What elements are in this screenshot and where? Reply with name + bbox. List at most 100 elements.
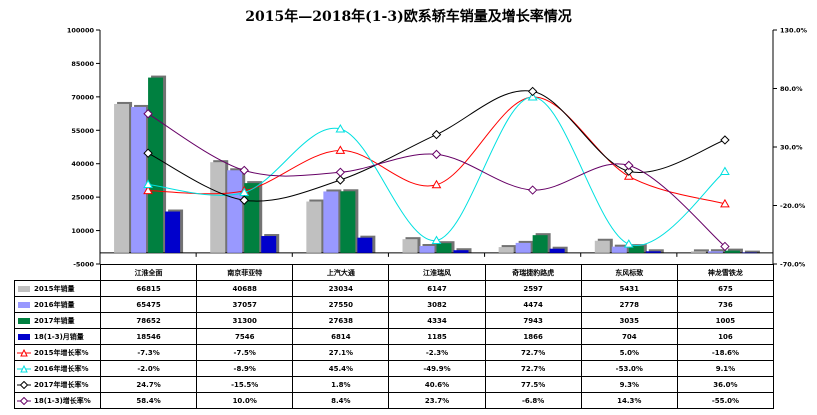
legend-key <box>17 348 31 356</box>
table-cell: 1866 <box>484 328 582 345</box>
table-cell: 72.7% <box>484 344 582 361</box>
bar <box>261 236 277 253</box>
line-marker <box>239 195 249 205</box>
table-cell: 66815 <box>99 280 198 297</box>
bar <box>227 170 243 253</box>
chart-title: 2015年—2018年(1-3)欧系轿车销量及增长率情况 <box>245 9 572 25</box>
right-tick-label: 80.0% <box>780 85 803 93</box>
table-cell: 27550 <box>292 296 390 313</box>
table-cell: 6147 <box>388 280 486 297</box>
series-name: 2015年增长率% <box>34 348 89 357</box>
category-label: 江淮全面 <box>99 264 198 281</box>
bar <box>741 252 757 254</box>
table-row: 18(1-3)月销量 18546 7546 6814 1185 1866 704 106 <box>14 328 774 345</box>
legend-key <box>18 301 30 308</box>
table-cell: -53.0% <box>580 360 678 377</box>
line-marker <box>143 185 153 195</box>
line-marker <box>431 149 442 160</box>
table-cell: 77.5% <box>484 376 582 393</box>
table-cell: 2597 <box>484 280 582 297</box>
bar <box>419 245 435 253</box>
line-marker <box>239 187 250 197</box>
table-row: 2017年销量 78652 31300 27638 4334 7943 3035 1005 <box>14 312 774 329</box>
table-cell: 72.7% <box>484 360 582 377</box>
right-tick-label: -20.0% <box>780 202 806 210</box>
table-cell: 3082 <box>388 296 486 313</box>
table-cell: -2.3% <box>388 344 486 361</box>
left-tick-label: 25000 <box>71 194 94 202</box>
bar <box>611 246 627 253</box>
line-marker <box>527 86 538 97</box>
bar-shadow <box>744 250 760 254</box>
bar <box>515 242 531 253</box>
left-tick-label: 70000 <box>71 93 94 101</box>
series-name: 18(1-3)月销量 <box>34 332 84 341</box>
table-cell: 4474 <box>484 296 582 313</box>
category-label: 神龙雪铁龙 <box>676 264 774 281</box>
table-cell: -18.6% <box>676 344 774 361</box>
series-legend: 2016年增长率% <box>14 360 101 377</box>
table-cell: -7.3% <box>99 344 198 361</box>
table-cell: 14.3% <box>580 392 678 409</box>
bar <box>724 250 740 253</box>
line-marker <box>431 179 442 189</box>
bar <box>498 247 514 253</box>
bar <box>131 106 147 253</box>
series-name: 2016年增长率% <box>34 364 89 373</box>
line-marker <box>143 148 153 158</box>
table-row: 2016年增长率% -2.0% -8.9% 45.4% -49.9% 72.7% -53.0… <box>14 360 774 377</box>
series-legend: 2016年销量 <box>14 296 101 313</box>
series-legend: 2017年增长率% <box>14 376 101 393</box>
table-cell: -15.5% <box>196 376 294 393</box>
table-cell: 27638 <box>292 312 390 329</box>
table-row: 2016年销量 65475 37057 27550 3082 4474 2778 736 <box>14 296 774 313</box>
line-marker <box>527 92 538 101</box>
table-cell: 65475 <box>99 296 198 313</box>
legend-key <box>18 333 30 340</box>
table-cell: 45.4% <box>292 360 390 377</box>
table-cell: 8.4% <box>292 392 390 409</box>
table-cell: 6814 <box>292 328 390 345</box>
line-marker <box>623 239 634 248</box>
table-cell: -55.0% <box>676 392 774 409</box>
series-legend: 18(1-3)月销量 <box>14 328 101 345</box>
table-cell: 23034 <box>292 280 390 297</box>
table-cell: 5.0% <box>580 344 678 361</box>
table-cell: 3035 <box>580 312 678 329</box>
table-cell: 37057 <box>196 296 294 313</box>
line-marker <box>720 198 730 208</box>
series-name: 18(1-3)增长率% <box>34 396 91 405</box>
table-cell: 675 <box>676 280 774 297</box>
line-marker <box>624 166 634 176</box>
legend-key <box>17 396 31 405</box>
line-marker <box>624 160 634 171</box>
table-cell: 18546 <box>99 328 198 345</box>
table-cell: -7.5% <box>196 344 294 361</box>
line-marker <box>720 135 730 145</box>
bar <box>210 162 226 253</box>
bar <box>594 240 610 253</box>
table-cell: 78652 <box>99 312 198 329</box>
bar <box>306 201 322 253</box>
table-cell: 7546 <box>196 328 294 345</box>
table-cell: 31300 <box>196 312 294 329</box>
series-legend: 2017年销量 <box>14 312 101 329</box>
line-marker <box>143 109 153 119</box>
bar <box>628 246 644 253</box>
line-marker <box>335 145 346 154</box>
bar <box>690 251 706 253</box>
table-cell: 1185 <box>388 328 486 345</box>
bar <box>532 235 548 253</box>
table-row: 2017年增长率% 24.7% -15.5% 1.8% 40.6% 77.5% 9.3% 36… <box>14 376 774 393</box>
line-marker <box>720 241 730 252</box>
bar <box>323 191 339 253</box>
table-cell: -8.9% <box>196 360 294 377</box>
table-cell: 58.4% <box>99 392 198 409</box>
left-tick-label: 40000 <box>71 160 94 168</box>
table-cell: 5431 <box>580 280 678 297</box>
table-cell: 704 <box>580 328 678 345</box>
table-cell: 27.1% <box>292 344 390 361</box>
table-row: 2015年销量 66815 40688 23034 6147 2597 5431 675 <box>14 280 774 297</box>
table-cell: 106 <box>676 328 774 345</box>
